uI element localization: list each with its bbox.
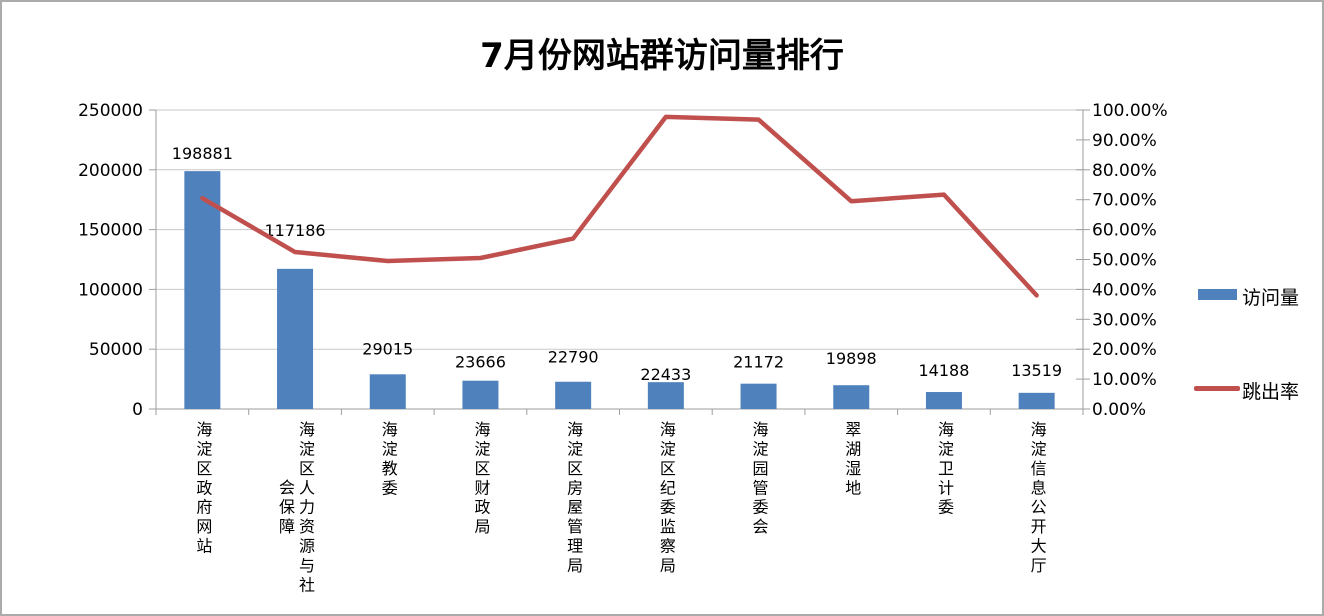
- left-axis-tick-label: 0: [132, 400, 143, 420]
- bar-1: [184, 171, 221, 409]
- left-axis-tick-label: 150000: [78, 221, 143, 241]
- right-axis-tick-label: 10.00%: [1092, 370, 1157, 390]
- bar-value-label: 22790: [548, 348, 599, 367]
- bar-value-label: 21172: [733, 353, 784, 372]
- category-label-2: 海淀区人力资源与社: [296, 421, 316, 596]
- bar-value-label: 14188: [918, 361, 969, 380]
- left-axis-tick-label: 250000: [78, 101, 143, 121]
- left-axis-tick-label: 200000: [78, 161, 143, 181]
- bar-value-label: 198881: [172, 144, 233, 163]
- category-label-1: 海淀区政府网站: [193, 421, 213, 557]
- bar-value-label: 22433: [640, 365, 691, 384]
- legend-swatch-bounce-line: [1194, 386, 1240, 391]
- right-axis-tick-label: 40.00%: [1092, 280, 1157, 300]
- right-axis-tick-label: 80.00%: [1092, 161, 1157, 181]
- category-label-2: 会保障: [276, 479, 296, 538]
- bounce-rate-line: [200, 114, 1039, 298]
- category-label-6: 海淀区纪委监察局: [656, 421, 676, 577]
- bar-9: [925, 392, 962, 409]
- right-axis-tick-label: 70.00%: [1092, 191, 1157, 211]
- right-axis-tick-label: 0.00%: [1092, 400, 1146, 420]
- left-axis-tick-label: 100000: [78, 280, 143, 300]
- bar-4: [462, 380, 499, 409]
- right-axis-tick-label: 20.00%: [1092, 340, 1157, 360]
- category-label-9: 海淀卫计委: [934, 421, 954, 518]
- category-label-10: 海淀信息公开大厅: [1027, 421, 1047, 577]
- category-label-4: 海淀区财政局: [471, 421, 491, 538]
- category-label-8: 翠湖湿地: [842, 421, 862, 499]
- bar-2: [277, 268, 314, 409]
- bar-3: [369, 374, 406, 409]
- bar-value-label: 23666: [455, 353, 506, 372]
- right-axis-tick-label: 90.00%: [1092, 131, 1157, 151]
- bar-7: [740, 383, 777, 409]
- chart-title: 7月份网站群访问量排行: [480, 36, 844, 76]
- bar-value-label: 13519: [1011, 361, 1062, 380]
- right-axis-tick-label: 30.00%: [1092, 310, 1157, 330]
- category-label-7: 海淀园管委会: [749, 421, 769, 538]
- bar-6: [647, 382, 684, 409]
- bar-value-label: 19898: [826, 349, 877, 368]
- right-axis-tick-label: 100.00%: [1092, 101, 1168, 121]
- bar-10: [1018, 392, 1055, 409]
- right-axis-tick-label: 50.00%: [1092, 251, 1157, 271]
- legend-label-visits: 访问量: [1242, 287, 1300, 309]
- bar-8: [833, 385, 870, 409]
- bar-value-label: 117186: [265, 221, 326, 240]
- right-axis-tick-label: 60.00%: [1092, 221, 1157, 241]
- legend-label-bounce: 跳出率: [1242, 381, 1300, 403]
- category-label-5: 海淀区房屋管理局: [564, 421, 584, 577]
- category-label-3: 海淀教委: [378, 421, 398, 499]
- left-axis-tick-label: 50000: [89, 340, 143, 360]
- bar-value-label: 29015: [362, 339, 413, 358]
- bar-5: [555, 381, 592, 409]
- legend-swatch-visits-bar: [1198, 289, 1237, 300]
